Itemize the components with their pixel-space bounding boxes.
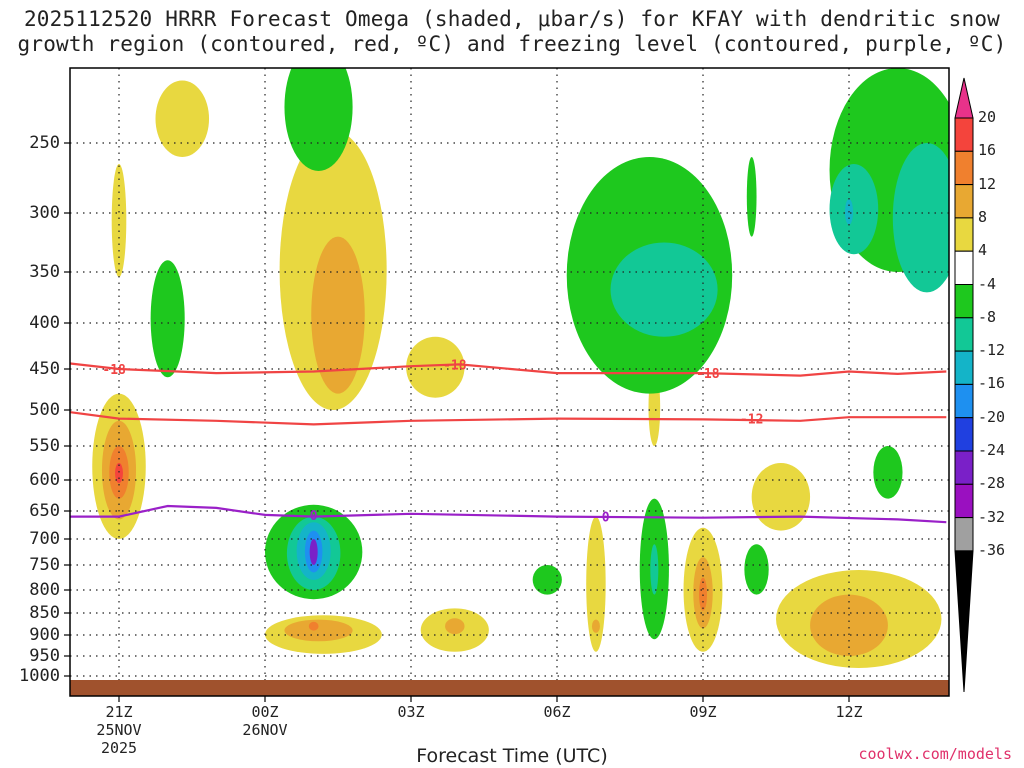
y-tick-label-250: 250: [29, 133, 60, 153]
x-tick-label-03Z: 03Z: [397, 703, 425, 721]
ground-surface-band: [70, 680, 949, 696]
x-axis-title: Forecast Time (UTC): [416, 745, 608, 767]
y-tick-label-600: 600: [29, 470, 60, 490]
y-tick-label-750: 750: [29, 555, 60, 575]
contour-label-2: -18: [696, 367, 720, 382]
x-tick-year-21Z: 2025: [100, 739, 138, 757]
colorbar: [954, 77, 974, 693]
plot-frame: [69, 67, 950, 697]
colorbar-label--28: -28: [978, 474, 1006, 493]
x-tick-label-00Z: 00Z: [251, 703, 279, 721]
omega-region-9: [284, 619, 353, 642]
colorbar-top-triangle: [954, 77, 974, 119]
colorbar-label-4: 4: [978, 241, 988, 260]
colorbar-swatch-4: [954, 217, 974, 252]
colorbar-swatch-8: [954, 350, 974, 385]
contour-label-1: -18: [443, 358, 467, 373]
contour-label-5: 0: [602, 511, 610, 526]
temperature-contours: -18 -18 -18 -12 0 0: [70, 358, 947, 526]
colorbar-bottom-triangle: [954, 550, 974, 693]
contour-dgz--18: [70, 362, 947, 377]
colorbar-swatch-11: [954, 450, 974, 485]
omega-region-39: [892, 143, 949, 293]
y-tick-label-450: 450: [29, 359, 60, 379]
colorbar-swatch-12: [954, 483, 974, 519]
omega-region-20: [751, 463, 811, 531]
colorbar-label-20: 20: [978, 108, 997, 126]
axis-ticks: [64, 142, 850, 702]
gridlines: [70, 68, 949, 696]
omega-region-14: [586, 516, 606, 652]
chart-title-line-1: 2025112520 HRRR Forecast Omega (shaded, …: [23, 7, 1001, 31]
colorbar-swatch-10: [954, 417, 974, 452]
omega-region-35: [744, 544, 769, 595]
omega-region-28: [284, 68, 353, 171]
y-tick-label-950: 950: [29, 646, 60, 666]
colorbar-label--36: -36: [978, 540, 1006, 559]
omega-region-32: [532, 565, 562, 595]
omega-region-13: [406, 336, 465, 398]
contour-freezing-level-0: [70, 504, 947, 524]
colorbar-label-8: 8: [978, 207, 988, 226]
colorbar-swatch-2: [954, 150, 974, 186]
omega-region-19: [699, 577, 707, 611]
omega-region-38: [829, 164, 879, 255]
omega-region-10: [308, 621, 319, 631]
omega-region-1: [111, 164, 127, 278]
colorbar-label--20: -20: [978, 407, 1006, 426]
y-tick-label-500: 500: [29, 400, 60, 420]
colorbar-swatch-6: [954, 284, 974, 319]
omega-region-22: [810, 594, 888, 656]
colorbar-label--32: -32: [978, 507, 1006, 526]
colorbar-label--8: -8: [978, 307, 997, 326]
x-tick-label-21Z: 21Z: [105, 703, 133, 721]
y-tick-label-350: 350: [29, 262, 60, 282]
omega-region-2: [155, 80, 210, 157]
omega-region-41: [873, 446, 903, 499]
x-tick-label-12Z: 12Z: [835, 703, 863, 721]
contour-label-4: 0: [310, 509, 318, 524]
omega-region-31: [610, 242, 718, 337]
contour-label-3: -12: [740, 413, 763, 428]
colorbar-swatch-9: [954, 383, 974, 419]
colorbar-swatch-3: [954, 184, 974, 219]
x-tick-date-21Z: 25NOV: [96, 721, 142, 739]
omega-shaded-regions: [92, 68, 949, 668]
omega-region-7: [115, 463, 123, 484]
colorbar-label-12: 12: [978, 174, 997, 193]
omega-region-4: [311, 236, 365, 394]
y-tick-label-650: 650: [29, 501, 60, 521]
colorbar-label--4: -4: [978, 274, 997, 293]
omega-region-12: [445, 618, 465, 635]
y-tick-label-550: 550: [29, 436, 60, 456]
y-tick-label-900: 900: [29, 625, 60, 645]
colorbar-label-16: 16: [978, 141, 997, 160]
colorbar-swatch-1: [954, 117, 974, 152]
omega-region-34: [650, 544, 659, 595]
y-tick-label-800: 800: [29, 580, 60, 600]
credit-link[interactable]: coolwx.com/models: [858, 745, 1012, 763]
contour-dgz--12: [70, 411, 947, 426]
x-tick-date-00Z: 26NOV: [242, 721, 288, 739]
y-tick-label-400: 400: [29, 313, 60, 333]
colorbar-label--24: -24: [978, 441, 1006, 459]
x-tick-label-09Z: 09Z: [689, 703, 717, 721]
x-tick-label-06Z: 06Z: [543, 703, 571, 721]
colorbar-label--12: -12: [978, 341, 1006, 360]
omega-region-36: [746, 157, 757, 237]
omega-region-15: [591, 619, 600, 633]
contour-label-0: -18: [102, 363, 126, 378]
y-tick-label-700: 700: [29, 529, 60, 549]
omega-region-29: [150, 260, 185, 378]
omega-region-27: [309, 539, 318, 565]
y-tick-label-850: 850: [29, 603, 60, 623]
colorbar-label--16: -16: [978, 374, 1006, 393]
colorbar-swatch-5: [954, 250, 974, 285]
colorbar-swatch-13: [954, 517, 974, 552]
colorbar-swatch-7: [954, 317, 974, 352]
y-tick-label-300: 300: [29, 203, 60, 223]
chart-title-line-2: growth region (contoured, red, ºC) and f…: [17, 32, 1007, 56]
y-tick-label-1000: 1000: [19, 666, 60, 686]
